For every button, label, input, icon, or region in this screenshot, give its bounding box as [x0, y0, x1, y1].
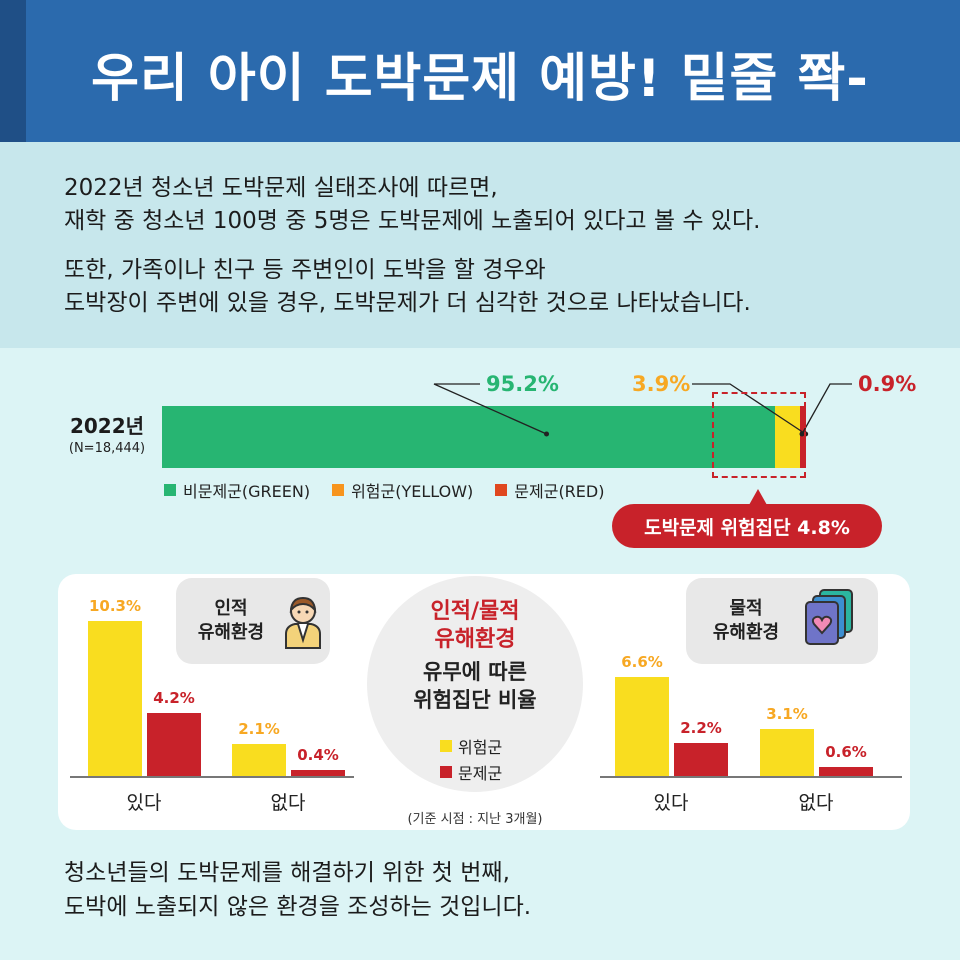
intro-line: 도박장이 주변에 있을 경우, 도박문제가 더 심각한 것으로 나타났습니다. — [64, 290, 751, 316]
human-environment-title: 인적 유해환경 — [186, 597, 276, 645]
human-value-label: 10.3% — [88, 597, 142, 615]
stacked-bar — [162, 406, 806, 468]
page-title: 우리 아이 도박문제 예방! 밑줄 쫙- — [91, 49, 869, 109]
tag-line: 물적 — [729, 598, 763, 619]
material-bar-risk — [615, 676, 669, 776]
risk-group-badge: 도박문제 위험집단 4.8% — [612, 504, 882, 548]
legend-label: 문제군(RED) — [514, 482, 605, 501]
green-percent-label: 95.2% — [486, 372, 559, 396]
legend-item-red: 문제군(RED) — [495, 478, 604, 502]
intro-line: 또한, 가족이나 친구 등 주변인이 도박을 할 경우와 — [64, 257, 546, 283]
material-value-label: 2.2% — [680, 718, 722, 737]
human-bar-risk — [232, 744, 286, 776]
red-percent-label: 0.9% — [858, 372, 917, 396]
tag-line: 인적 — [214, 598, 248, 619]
risk-group-highlight — [712, 392, 806, 478]
center-title-red: 인적/물적 유해환경 — [367, 598, 583, 654]
center-legend-red: 문제군 — [440, 760, 502, 784]
center-title-line: 유해환경 — [434, 627, 516, 652]
person-icon — [285, 596, 321, 649]
risk-pill-pointer — [749, 489, 767, 505]
segment-green — [162, 406, 776, 468]
header-accent-strip — [0, 0, 26, 142]
intro-section: 2022년 청소년 도박문제 실태조사에 따르면, 재학 중 청소년 100명 … — [0, 142, 960, 348]
legend-swatch-yellow — [332, 484, 345, 496]
legend-label: 비문제군(GREEN) — [183, 482, 311, 501]
closing-text: 청소년들의 도박문제를 해결하기 위한 첫 번째, 도박에 노출되지 않은 환경… — [64, 856, 531, 924]
stacked-bar-legend: 비문제군(GREEN) 위험군(YELLOW) 문제군(RED) — [164, 478, 604, 502]
intro-line: 2022년 청소년 도박문제 실태조사에 따르면, — [64, 175, 498, 201]
material-value-label: 6.6% — [621, 652, 663, 671]
material-bar-problem — [819, 766, 873, 776]
human-value-label: 0.4% — [297, 745, 339, 764]
leader-dot — [799, 431, 805, 437]
closing-line: 도박에 노출되지 않은 환경을 조성하는 것입니다. — [64, 894, 532, 920]
leader-line-red — [801, 383, 852, 435]
legend-swatch-green — [164, 484, 176, 496]
center-title-line: 위험집단 비율 — [413, 688, 537, 712]
legend-swatch-yellow — [440, 740, 452, 752]
legend-label: 위험군(YELLOW) — [351, 482, 474, 501]
human-category-label: 있다 — [126, 792, 162, 814]
center-legend-circle — [367, 576, 583, 792]
segment-red — [800, 406, 806, 468]
material-baseline — [600, 776, 902, 778]
center-title-line: 유무에 따른 — [423, 660, 527, 684]
leader-line-yellow — [692, 383, 807, 435]
center-title-line: 인적/물적 — [430, 599, 520, 624]
tag-line: 유해환경 — [712, 622, 780, 643]
material-value-label: 0.6% — [825, 742, 867, 761]
human-bar-problem — [147, 712, 201, 776]
header-banner: 우리 아이 도박문제 예방! 밑줄 쫙- — [0, 0, 960, 142]
center-title-dark: 유무에 따른 위험집단 비율 — [367, 658, 583, 714]
human-bar-risk — [88, 621, 142, 776]
year-label: 2022년 — [69, 414, 145, 438]
human-value-label: 4.2% — [153, 688, 195, 707]
leader-line-green — [433, 383, 547, 435]
legend-item-yellow: 위험군(YELLOW) — [332, 478, 473, 502]
material-category-label: 있다 — [653, 792, 689, 814]
material-environment-title: 물적 유해환경 — [696, 597, 796, 645]
human-category-label: 없다 — [270, 792, 306, 814]
sample-size-label: (N=18,444) — [68, 441, 146, 456]
intro-paragraph-2: 또한, 가족이나 친구 등 주변인이 도박을 할 경우와 도박장이 주변에 있을… — [64, 254, 751, 320]
legend-label: 문제군 — [458, 764, 503, 783]
material-bar-risk — [760, 729, 814, 776]
intro-paragraph-1: 2022년 청소년 도박문제 실태조사에 따르면, 재학 중 청소년 100명 … — [64, 172, 760, 238]
time-basis-note: (기준 시점 : 지난 3개월) — [407, 812, 543, 827]
human-value-label: 2.1% — [238, 720, 280, 739]
intro-line: 재학 중 청소년 100명 중 5명은 도박문제에 노출되어 있다고 볼 수 있… — [64, 208, 761, 234]
legend-swatch-red — [440, 766, 452, 778]
legend-item-green: 비문제군(GREEN) — [164, 478, 310, 502]
material-bar-problem — [674, 742, 728, 776]
material-value-label: 3.1% — [766, 705, 808, 724]
human-bar-problem — [291, 769, 345, 776]
tag-line: 유해환경 — [197, 622, 265, 643]
yellow-percent-label: 3.9% — [632, 372, 691, 396]
center-legend-yellow: 위험군 — [440, 734, 502, 758]
leader-dot — [544, 431, 550, 437]
legend-label: 위험군 — [458, 738, 503, 757]
human-baseline — [70, 776, 354, 778]
material-category-label: 없다 — [798, 792, 834, 814]
closing-line: 청소년들의 도박문제를 해결하기 위한 첫 번째, — [64, 860, 510, 886]
cards-icon — [805, 589, 853, 645]
legend-swatch-red — [495, 484, 508, 496]
row-label: 2022년 (N=18,444) — [62, 410, 152, 456]
